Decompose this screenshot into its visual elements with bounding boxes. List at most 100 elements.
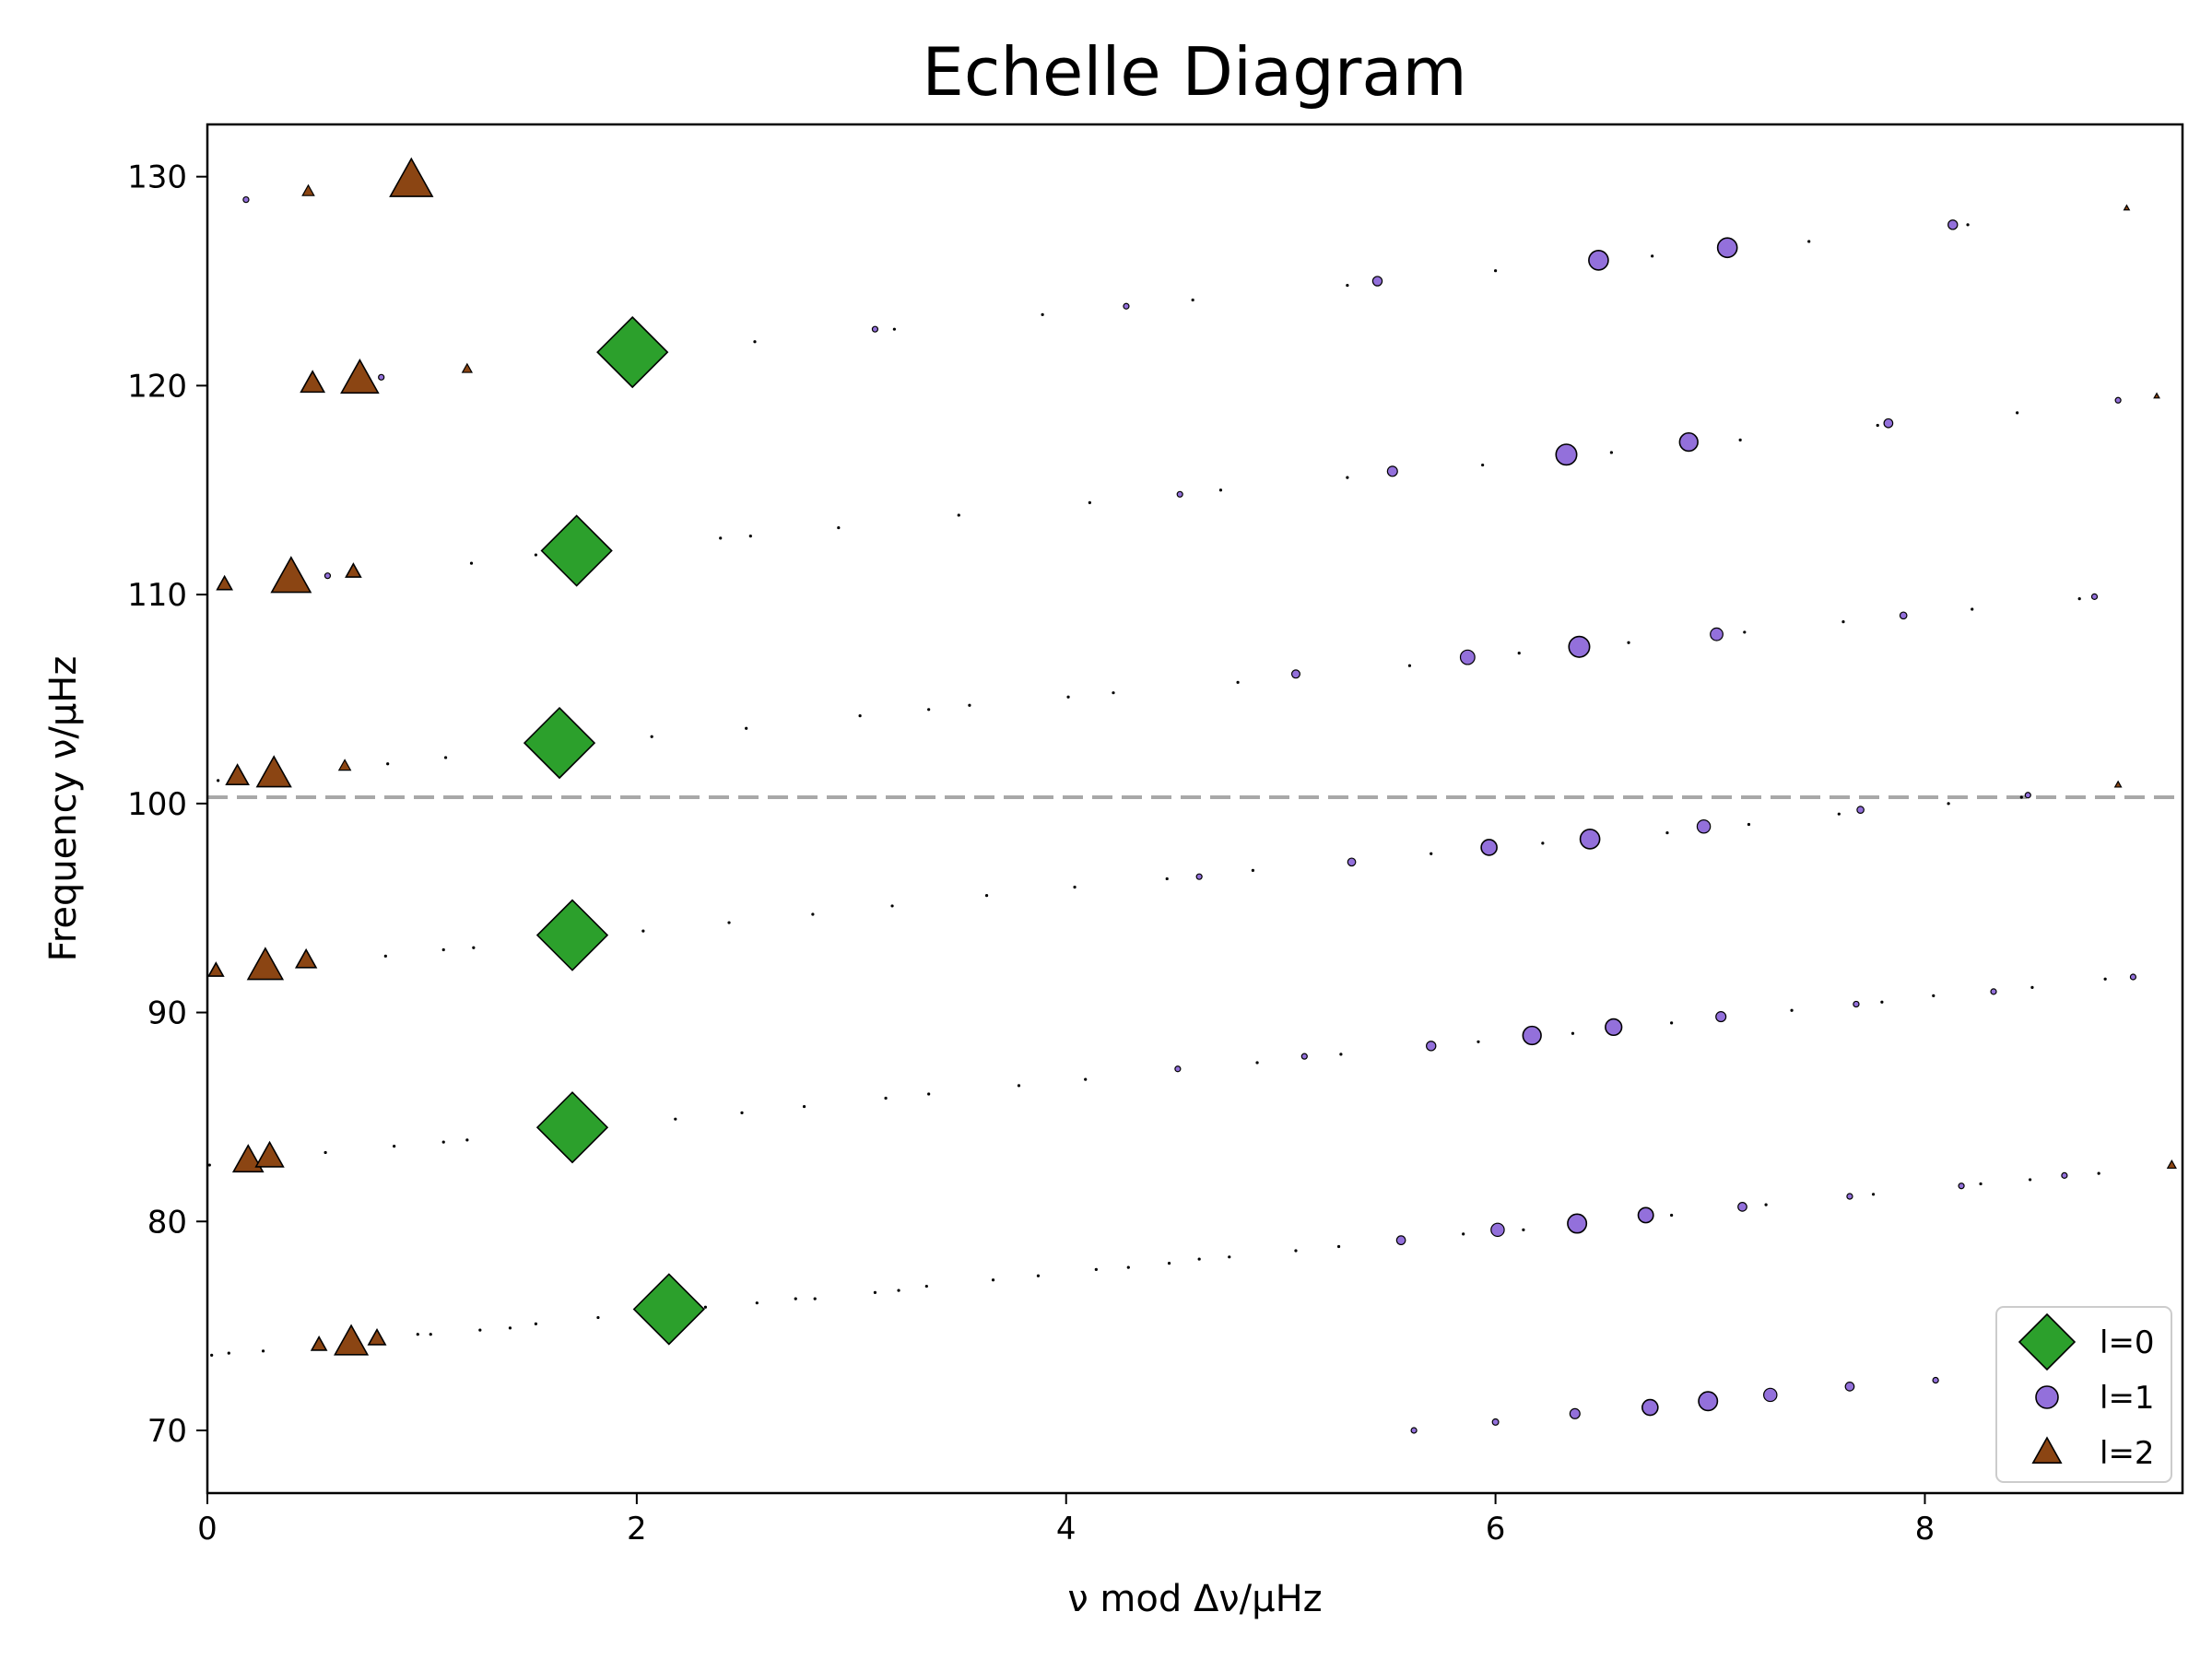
data-point <box>1395 1235 1406 1246</box>
y-tick-label: 130 <box>127 159 187 196</box>
minor-point <box>811 912 815 916</box>
data-point <box>1958 1182 1965 1190</box>
data-point <box>1710 627 1724 641</box>
minor-point <box>927 1092 931 1096</box>
data-point <box>1716 237 1738 259</box>
minor-point <box>1094 1267 1098 1272</box>
data-point <box>1371 276 1383 287</box>
minor-point <box>1571 1031 1575 1035</box>
series-l=1 <box>242 195 2137 1434</box>
data-point <box>1678 431 1699 453</box>
data-point <box>324 572 332 580</box>
chart-title: Echelle Diagram <box>922 33 1466 111</box>
legend-marker <box>2035 1385 2059 1409</box>
minor-point <box>740 1111 744 1114</box>
data-point <box>2113 780 2123 788</box>
data-point <box>2166 1159 2177 1170</box>
x-tick-label: 0 <box>197 1511 218 1547</box>
data-point <box>242 195 250 204</box>
data-point <box>1883 418 1894 429</box>
minor-point <box>1807 240 1811 243</box>
data-point <box>1491 1418 1500 1426</box>
y-tick-label: 110 <box>127 577 187 614</box>
minor-point <box>217 779 220 782</box>
minor-point <box>957 513 960 517</box>
data-point <box>300 370 326 394</box>
data-point <box>1174 1065 1182 1073</box>
minor-point <box>924 1284 928 1288</box>
data-point <box>270 556 312 594</box>
data-point <box>1737 1202 1747 1212</box>
y-tick-label: 80 <box>147 1204 187 1241</box>
minor-point <box>1112 691 1115 695</box>
data-point <box>246 947 285 981</box>
data-point <box>1569 1407 1581 1419</box>
minor-point <box>2029 1178 2032 1182</box>
minor-point <box>534 553 537 557</box>
data-point <box>389 157 434 197</box>
minor-point <box>478 1328 482 1332</box>
data-point <box>345 562 362 578</box>
minor-point <box>443 756 448 759</box>
minor-point <box>1651 254 1654 258</box>
minor-point <box>1764 1203 1768 1206</box>
data-point <box>2024 792 2031 799</box>
data-point <box>2129 973 2137 981</box>
minor-point <box>386 762 390 766</box>
minor-point <box>2103 977 2107 981</box>
minor-point <box>1971 607 1974 611</box>
data-point <box>1605 1018 1623 1037</box>
minor-point <box>753 340 757 344</box>
y-tick-label: 100 <box>127 786 187 823</box>
data-point <box>1641 1398 1659 1417</box>
minor-point <box>858 714 862 718</box>
data-point <box>461 362 474 373</box>
minor-point <box>1191 298 1194 302</box>
minor-point <box>465 1138 469 1142</box>
data-point <box>632 1273 705 1346</box>
minor-point <box>1665 830 1669 835</box>
minor-point <box>1522 1228 1525 1231</box>
data-point <box>535 1091 609 1164</box>
plot-frame <box>206 123 2184 1495</box>
minor-point <box>1738 438 1742 441</box>
minor-point <box>1255 1061 1259 1065</box>
data-point <box>1290 669 1300 679</box>
minor-point <box>2097 1171 2100 1175</box>
minor-point <box>813 1297 817 1300</box>
legend-marker <box>2031 1436 2063 1464</box>
axis-ticks: 0 2 4 6 8 70 80 90 100 110 120 130 <box>127 159 1935 1547</box>
minor-point <box>1251 868 1254 872</box>
data-point <box>216 574 233 591</box>
minor-point <box>1339 1053 1343 1056</box>
x-tick-label: 2 <box>627 1511 647 1547</box>
data-point <box>1844 1382 1855 1392</box>
data-point <box>1347 857 1357 867</box>
data-point <box>1856 806 1865 814</box>
data-point <box>1932 1376 1939 1384</box>
data-point <box>1426 1041 1437 1052</box>
minor-point <box>1126 1265 1130 1269</box>
legend-label: l=1 <box>2100 1380 2155 1417</box>
data-point <box>2153 392 2160 399</box>
minor-point <box>227 1351 230 1355</box>
minor-point <box>1947 802 1950 806</box>
minor-point <box>1218 488 1223 492</box>
minor-point <box>984 893 989 898</box>
minor-point <box>472 946 476 949</box>
data-point <box>225 763 250 785</box>
minor-point <box>1871 1193 1876 1196</box>
minor-point <box>2019 795 2023 799</box>
data-point <box>340 358 380 394</box>
data-point <box>2114 396 2122 404</box>
data-point <box>334 1324 370 1356</box>
data-point <box>301 183 315 196</box>
data-point <box>871 325 879 333</box>
minor-point <box>1932 994 1936 998</box>
minor-point <box>755 1301 759 1305</box>
data-point <box>1853 1000 1860 1008</box>
minor-point <box>1747 822 1751 827</box>
data-point <box>1568 635 1591 658</box>
